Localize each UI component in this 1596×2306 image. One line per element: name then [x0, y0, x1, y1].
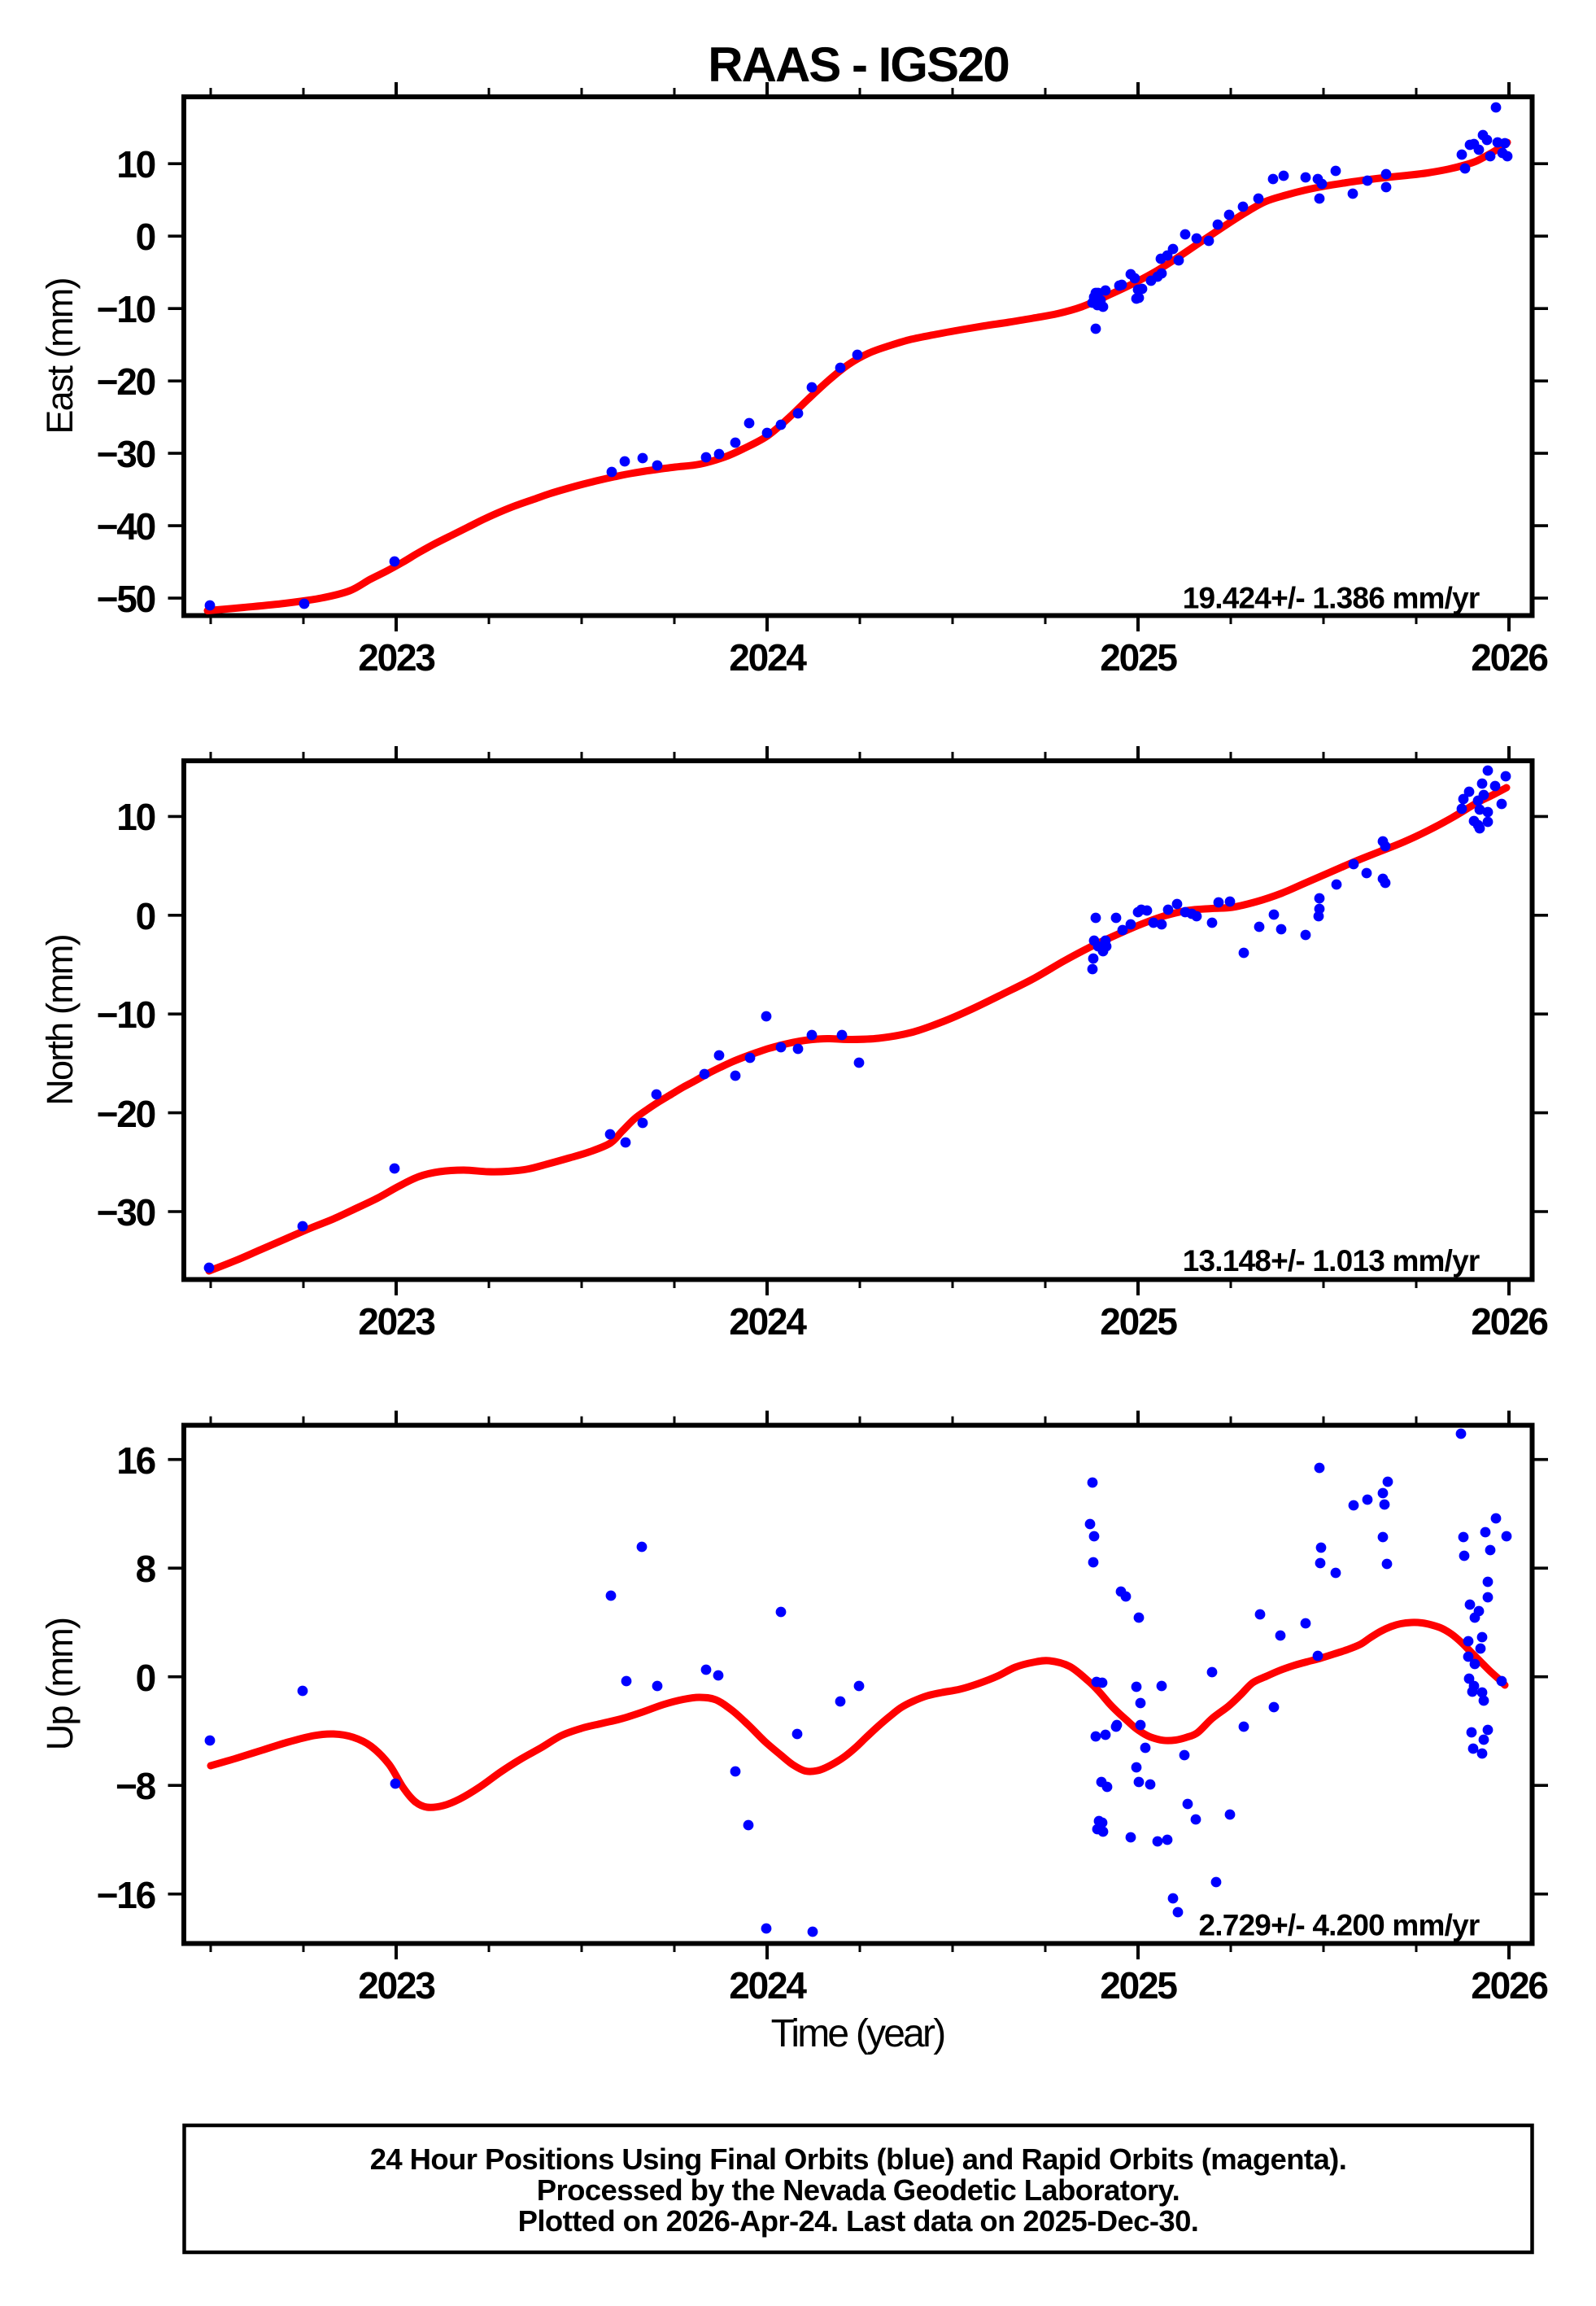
- svg-text:16: 16: [116, 1439, 155, 1482]
- svg-text:13.148+/- 1.013 mm/yr: 13.148+/- 1.013 mm/yr: [1183, 1244, 1480, 1277]
- svg-text:2023: 2023: [358, 636, 434, 679]
- svg-text:2026: 2026: [1471, 1964, 1547, 2007]
- svg-text:2025: 2025: [1100, 1300, 1177, 1343]
- svg-text:10: 10: [116, 143, 155, 186]
- svg-text:−8: −8: [116, 1765, 156, 1807]
- svg-text:2024: 2024: [729, 1964, 807, 2007]
- svg-text:2023: 2023: [358, 1300, 434, 1343]
- svg-text:19.424+/- 1.386 mm/yr: 19.424+/- 1.386 mm/yr: [1183, 581, 1480, 614]
- svg-text:0: 0: [136, 1657, 155, 1699]
- svg-text:−20: −20: [97, 1093, 155, 1135]
- svg-text:−30: −30: [97, 433, 155, 475]
- svg-text:−16: −16: [97, 1874, 155, 1916]
- svg-text:2024: 2024: [729, 636, 807, 679]
- svg-text:Plotted on 2026-Apr-24. Last d: Plotted on 2026-Apr-24. Last data on 202…: [518, 2204, 1199, 2238]
- svg-text:−20: −20: [97, 360, 155, 403]
- svg-text:2024: 2024: [729, 1300, 807, 1343]
- svg-text:2023: 2023: [358, 1964, 434, 2007]
- svg-text:Up (mm): Up (mm): [39, 1618, 81, 1750]
- svg-text:−30: −30: [97, 1191, 155, 1234]
- svg-text:−40: −40: [97, 505, 155, 548]
- svg-text:0: 0: [136, 216, 155, 258]
- svg-text:2.729+/- 4.200 mm/yr: 2.729+/- 4.200 mm/yr: [1198, 1908, 1479, 1941]
- svg-text:2026: 2026: [1471, 1300, 1547, 1343]
- svg-text:2026: 2026: [1471, 636, 1547, 679]
- svg-text:10: 10: [116, 796, 155, 838]
- svg-text:−10: −10: [97, 994, 155, 1036]
- svg-text:Time (year): Time (year): [771, 2012, 945, 2055]
- svg-text:RAAS - IGS20: RAAS - IGS20: [708, 37, 1008, 92]
- svg-text:−10: −10: [97, 288, 155, 330]
- svg-text:−50: −50: [97, 578, 155, 620]
- svg-text:0: 0: [136, 895, 155, 937]
- svg-text:24 Hour Positions Using Final: 24 Hour Positions Using Final Orbits (bl…: [370, 2142, 1347, 2176]
- svg-text:East (mm): East (mm): [39, 278, 81, 434]
- svg-text:North (mm): North (mm): [39, 935, 81, 1105]
- svg-text:8: 8: [136, 1548, 156, 1590]
- svg-text:2025: 2025: [1100, 1964, 1177, 2007]
- svg-text:2025: 2025: [1100, 636, 1177, 679]
- svg-text:Processed by the Nevada Geodet: Processed by the Nevada Geodetic Laborat…: [537, 2173, 1180, 2207]
